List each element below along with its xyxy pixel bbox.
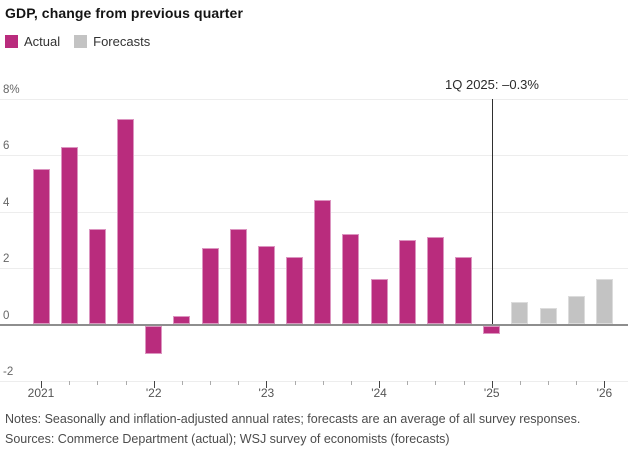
bar-1q-2026 [595,279,613,325]
gridline-6 [0,155,628,157]
y-axis-label-2: 2 [3,253,10,266]
x-axis-label--22: '22 [145,386,162,400]
bar-3q-2024 [426,237,444,325]
bar-1q-2021 [32,169,50,325]
x-tick-1q-2025 [491,381,493,388]
chart-title: GDP, change from previous quarter [5,5,243,21]
bar-4q-2023 [342,234,360,325]
annotation-pointer-line [492,99,493,324]
x-tick-2q-2024 [407,381,409,385]
x-tick-1q-2024 [379,381,381,388]
notes-line: Notes: Seasonally and inflation-adjusted… [5,412,581,426]
x-tick-2q-2023 [294,381,296,385]
y-axis-label-0: 0 [3,309,10,322]
legend-forecast-label: Forecasts [93,34,151,49]
gridline-4 [0,211,628,213]
bar-4q-2024 [455,256,473,325]
x-tick-1q-2021 [41,381,42,388]
x-tick-3q-2024 [435,381,437,385]
bar-3q-2021 [88,228,106,325]
bar-4q-2022 [229,228,247,325]
x-tick-2q-2022 [181,381,183,385]
x-tick-3q-2021 [97,381,99,385]
bar-3q-2025 [539,307,557,325]
bar-2q-2021 [60,146,78,325]
annotation-label: 1Q 2025: –0.3% [445,77,539,92]
legend: Actual Forecasts [5,34,150,49]
legend-actual-label: Actual [24,34,61,49]
sources-line: Sources: Commerce Department (actual); W… [5,431,450,446]
x-tick-3q-2025 [548,381,550,385]
actual-swatch-icon [5,35,18,48]
x-tick-4q-2025 [576,381,578,385]
bar-1q-2022 [145,325,163,354]
footnotes: Notes: Seasonally and inflation-adjusted… [5,410,580,449]
x-tick-4q-2024 [463,381,465,385]
x-axis-label--25: '25 [483,386,500,400]
legend-item-forecasts: Forecasts [74,34,150,49]
y-axis-label-6: 6 [3,140,10,153]
x-tick-3q-2022 [210,381,212,385]
bar-4q-2025 [567,296,585,325]
x-tick-4q-2021 [125,381,127,385]
bar-1q-2023 [257,245,275,325]
x-tick-4q-2022 [238,381,240,385]
bar-1q-2025 [483,325,501,334]
x-tick-1q-2022 [153,381,155,388]
y-axis-label--2: -2 [3,365,14,378]
bar-2q-2025 [511,301,529,325]
bar-3q-2022 [201,248,219,325]
bar-3q-2023 [314,200,332,325]
y-axis-label-8: 8% [3,83,20,96]
bar-2q-2023 [286,256,304,325]
x-tick-2q-2021 [69,381,71,385]
x-axis-label--24: '24 [371,386,387,400]
x-axis-label--26: '26 [596,386,613,400]
x-tick-4q-2023 [350,381,352,385]
bar-4q-2021 [117,118,134,325]
x-tick-1q-2026 [604,381,606,388]
x-tick-2q-2025 [519,381,521,385]
gridline--2 [0,380,628,382]
gridline-0 [0,323,628,326]
gridline-2 [0,268,628,270]
x-axis-label--23: '23 [258,386,275,400]
gridline-8 [0,98,628,100]
y-axis-label-4: 4 [3,196,10,209]
bar-2q-2024 [398,239,416,325]
bar-1q-2024 [370,279,388,325]
bar-2q-2022 [173,316,191,325]
x-axis-label-2021: 2021 [27,386,55,400]
x-tick-1q-2023 [266,381,268,388]
legend-item-actual: Actual [5,34,60,49]
x-tick-3q-2023 [322,381,324,385]
forecast-swatch-icon [74,35,88,48]
